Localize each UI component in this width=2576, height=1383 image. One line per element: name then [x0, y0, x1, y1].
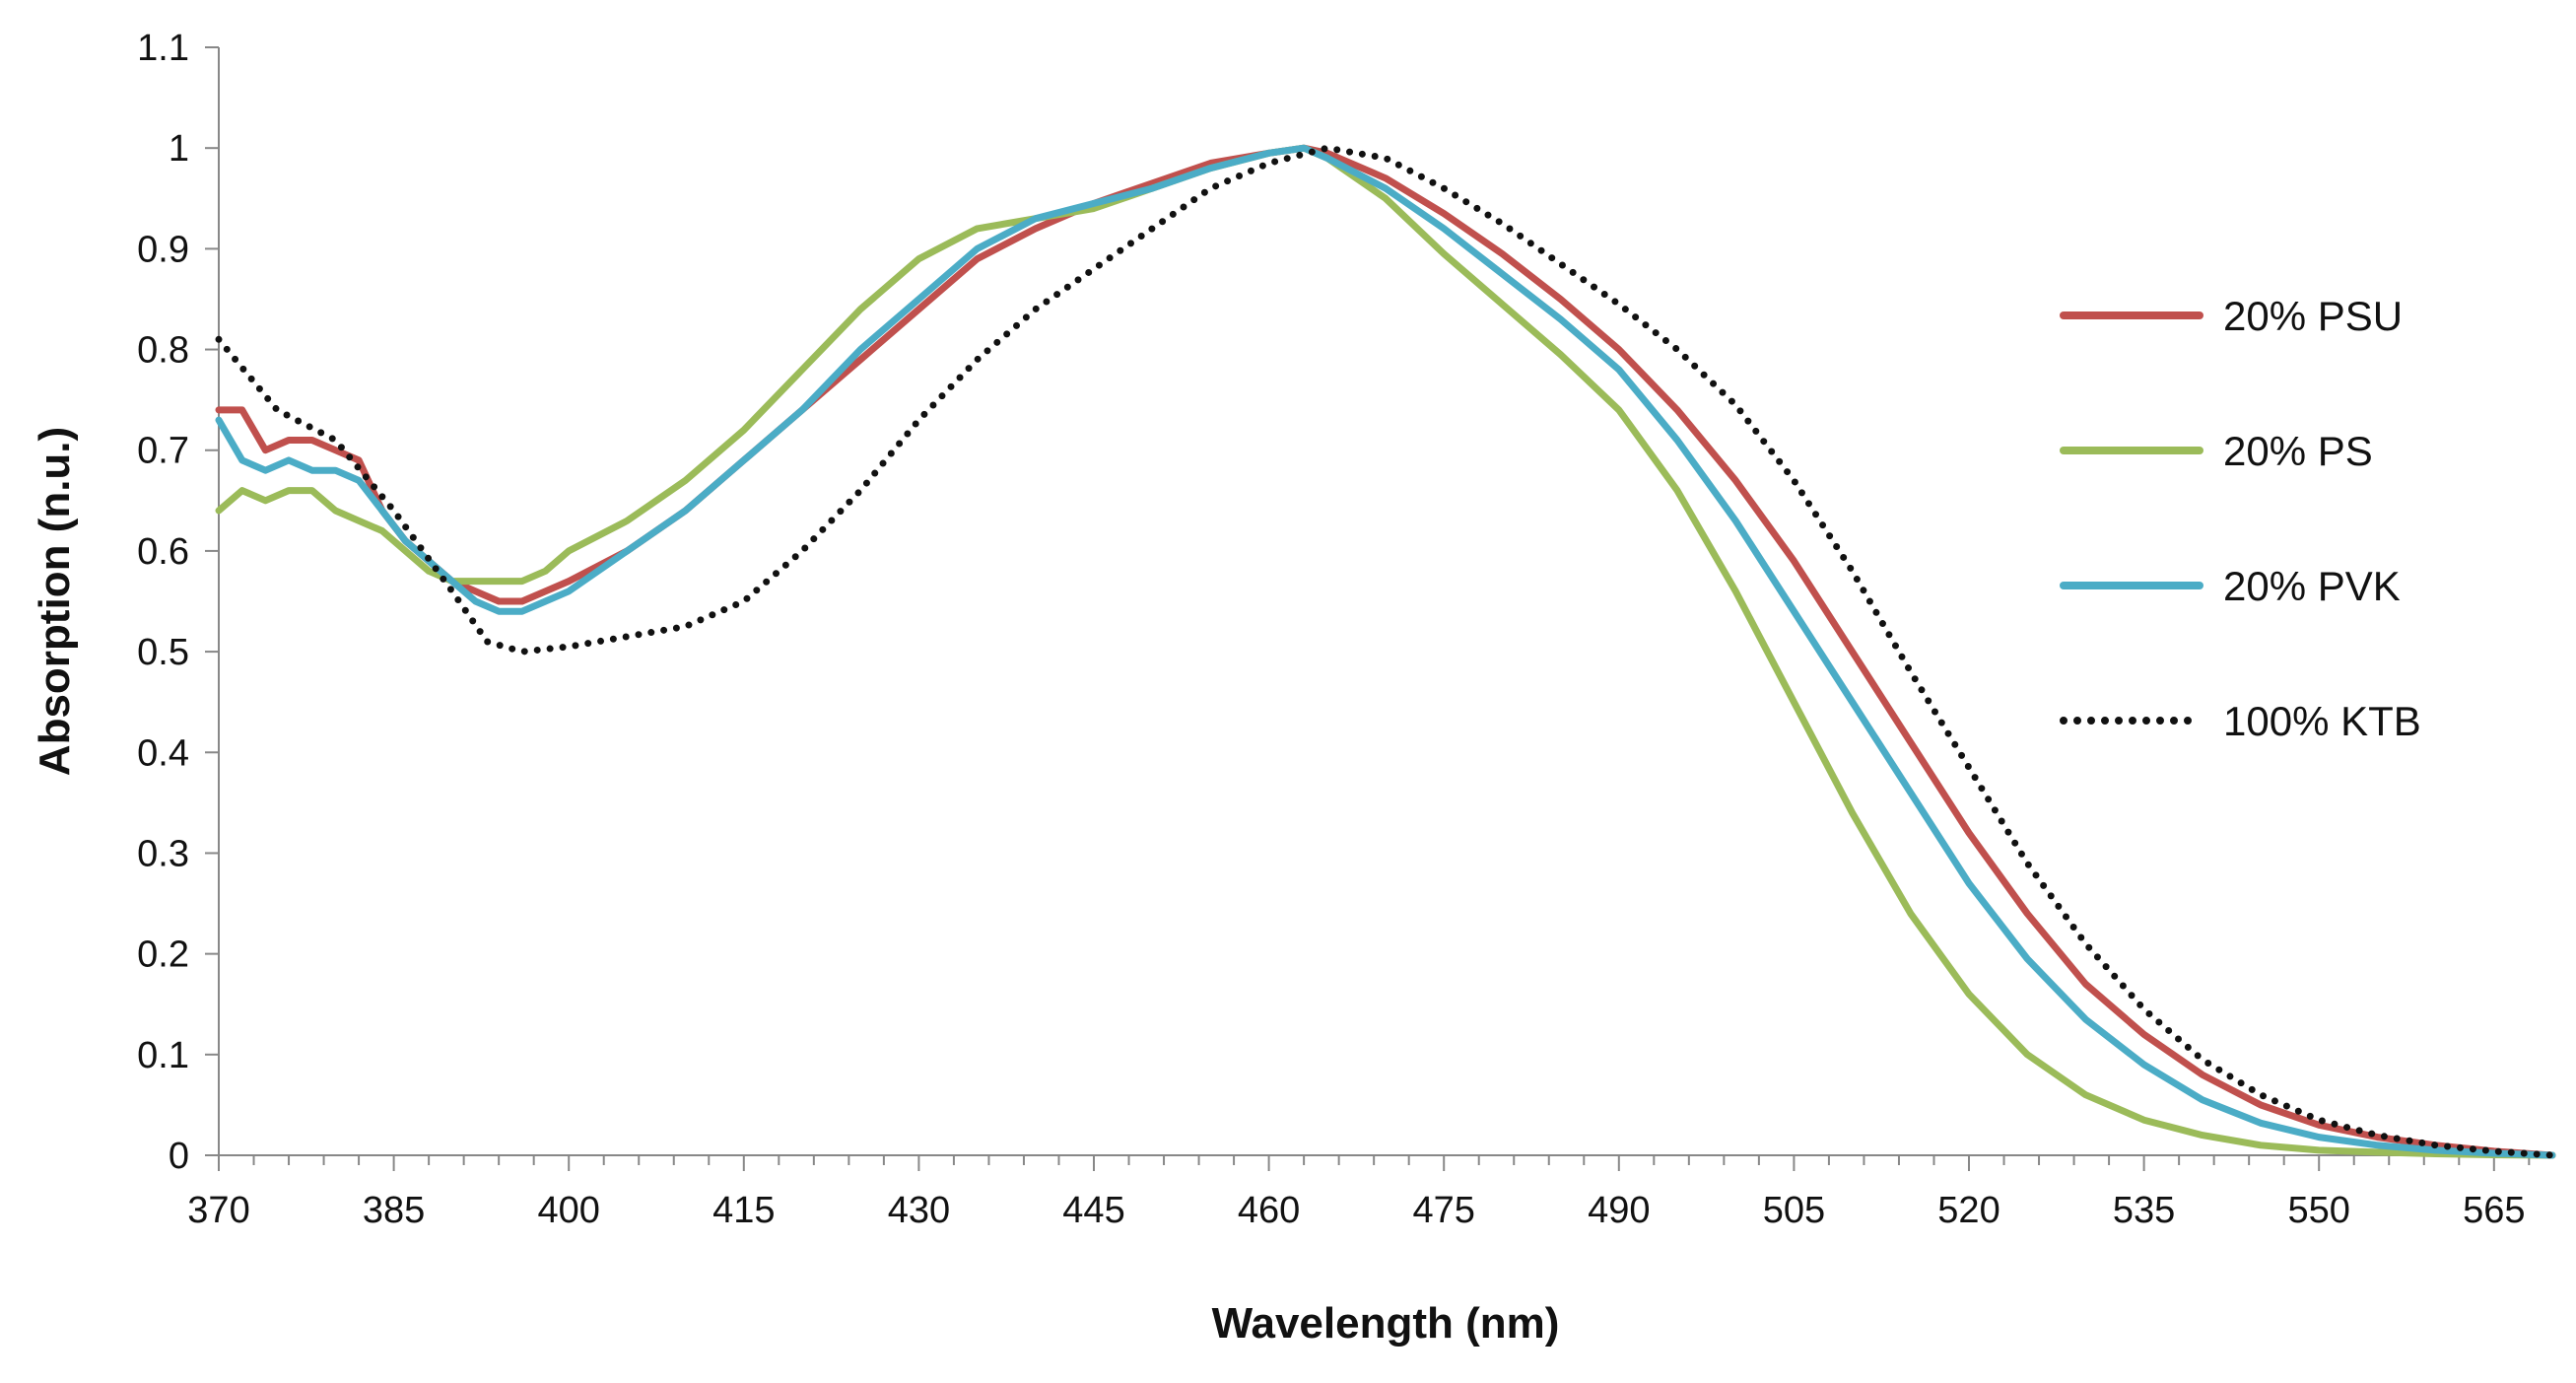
legend-label: 20% PVK [2223, 563, 2401, 609]
axes-group [218, 47, 2552, 1156]
series-line-100-ktb [215, 144, 2556, 1159]
series-group [215, 144, 2556, 1159]
y-axis-title: Absorption (n.u.) [31, 427, 79, 776]
legend: 20% PSU 20% PS 20% PVK 100% KTB [2060, 293, 2421, 744]
y-tick-label: 0.2 [137, 934, 189, 976]
x-axis-title: Wavelength (nm) [1212, 1299, 1560, 1348]
y-tick-label: 0.6 [137, 531, 189, 573]
x-tick-label: 400 [537, 1190, 599, 1231]
series-line-20-ps [215, 144, 2556, 1159]
y-tick-label: 0.9 [137, 229, 189, 270]
x-tick-label: 430 [888, 1190, 950, 1231]
y-tick-label: 0 [169, 1136, 189, 1177]
legend-label: 20% PSU [2223, 293, 2403, 339]
x-tick-label: 370 [187, 1190, 249, 1231]
series-line-20-psu [215, 144, 2556, 1159]
y-tick-label: 0.1 [137, 1035, 189, 1076]
x-tick-label: 505 [1763, 1190, 1825, 1231]
y-tick-label: 1.1 [137, 28, 189, 69]
x-tick-label: 535 [2113, 1190, 2175, 1231]
x-tick-label: 460 [1238, 1190, 1300, 1231]
x-tick-label: 565 [2463, 1190, 2525, 1231]
legend-label: 20% PS [2223, 428, 2373, 474]
x-tick-label: 550 [2287, 1190, 2349, 1231]
x-tick-label: 415 [712, 1190, 775, 1231]
y-tick-label: 1 [169, 128, 189, 170]
x-tick-label: 475 [1412, 1190, 1474, 1231]
y-tick-label: 0.5 [137, 632, 189, 673]
ticks-group: 0 0.1 0.2 0.3 0.4 0.5 0.6 0.7 0.8 0.9 1 1.1 370 385 40… [137, 28, 2531, 1231]
y-tick-label: 0.7 [137, 431, 189, 472]
y-tick-label: 0.4 [137, 732, 189, 774]
series-line-20-pvk [215, 144, 2556, 1159]
x-tick-label: 385 [363, 1190, 425, 1231]
y-tick-label: 0.8 [137, 330, 189, 372]
x-tick-label: 490 [1588, 1190, 1650, 1231]
legend-label: 100% KTB [2223, 698, 2421, 744]
x-tick-label: 445 [1062, 1190, 1124, 1231]
x-tick-label: 520 [1937, 1190, 2000, 1231]
y-tick-label: 0.3 [137, 833, 189, 874]
